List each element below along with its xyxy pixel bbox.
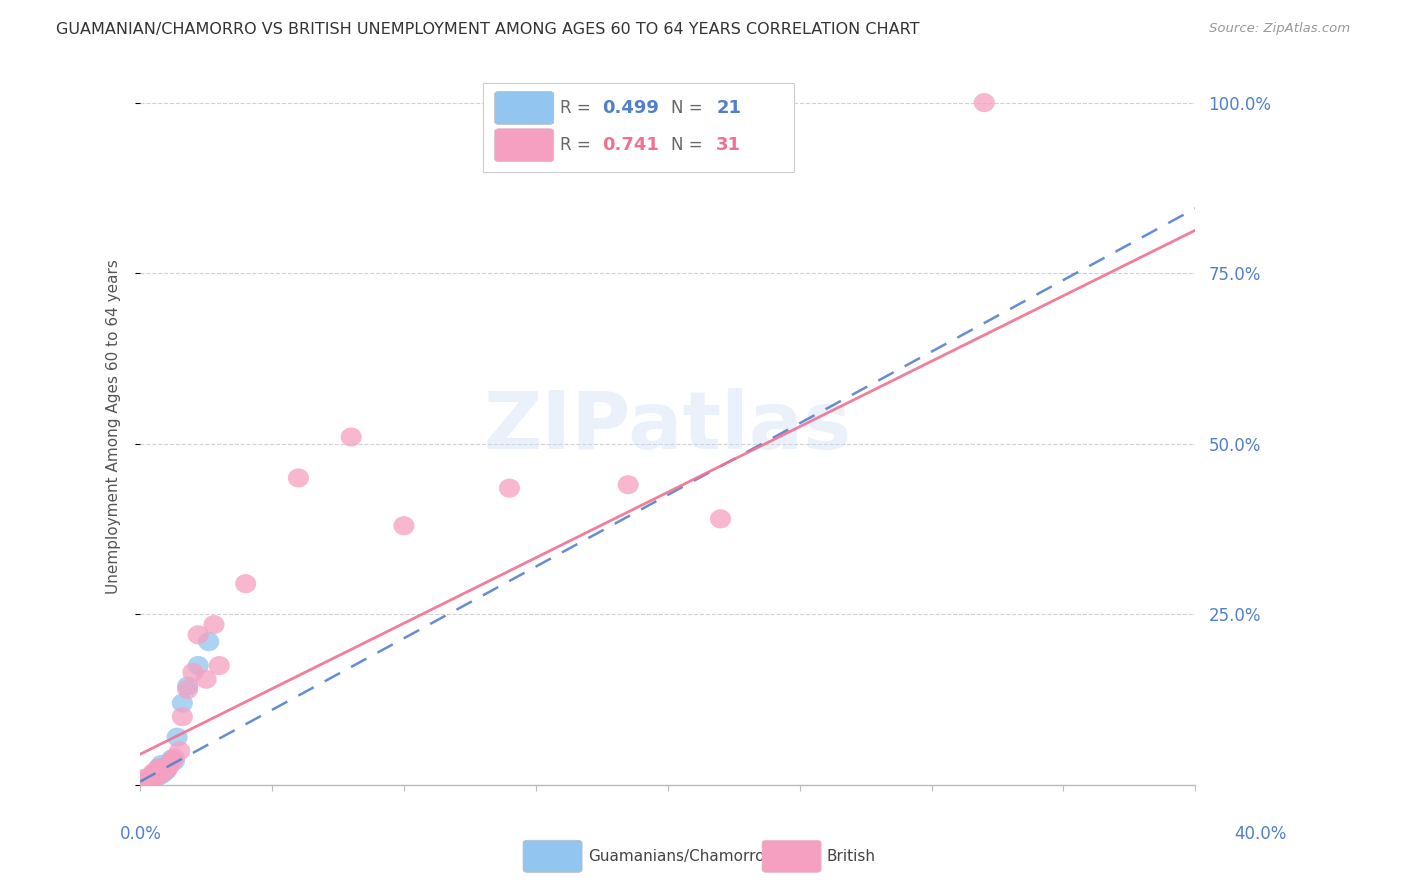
- Ellipse shape: [135, 770, 156, 789]
- Ellipse shape: [143, 767, 165, 787]
- Ellipse shape: [394, 516, 415, 535]
- Text: R =: R =: [560, 136, 596, 154]
- Ellipse shape: [235, 574, 256, 593]
- Ellipse shape: [150, 764, 172, 782]
- Ellipse shape: [288, 468, 309, 487]
- Ellipse shape: [159, 755, 180, 774]
- Text: N =: N =: [671, 99, 707, 117]
- Text: 21: 21: [716, 99, 741, 117]
- FancyBboxPatch shape: [495, 128, 554, 161]
- Ellipse shape: [145, 769, 166, 788]
- Text: 31: 31: [716, 136, 741, 154]
- Y-axis label: Unemployment Among Ages 60 to 64 years: Unemployment Among Ages 60 to 64 years: [107, 260, 121, 594]
- Ellipse shape: [143, 764, 165, 783]
- Ellipse shape: [156, 760, 177, 780]
- Ellipse shape: [138, 770, 159, 789]
- Ellipse shape: [187, 656, 208, 675]
- Ellipse shape: [169, 741, 190, 760]
- Ellipse shape: [143, 764, 165, 782]
- Ellipse shape: [617, 475, 638, 494]
- Ellipse shape: [208, 656, 229, 675]
- Ellipse shape: [162, 752, 183, 771]
- Ellipse shape: [135, 769, 156, 788]
- Ellipse shape: [183, 663, 204, 681]
- Text: 0.0%: 0.0%: [120, 825, 162, 843]
- Ellipse shape: [177, 680, 198, 699]
- Text: 0.741: 0.741: [602, 136, 659, 154]
- FancyBboxPatch shape: [484, 83, 794, 172]
- Ellipse shape: [187, 625, 208, 644]
- Ellipse shape: [145, 764, 166, 782]
- Ellipse shape: [145, 767, 166, 787]
- Text: Guamanians/Chamorros: Guamanians/Chamorros: [588, 849, 772, 863]
- Ellipse shape: [162, 749, 183, 769]
- Text: Source: ZipAtlas.com: Source: ZipAtlas.com: [1209, 22, 1350, 36]
- Ellipse shape: [138, 769, 159, 788]
- Ellipse shape: [165, 748, 186, 767]
- Ellipse shape: [177, 676, 198, 696]
- Ellipse shape: [166, 728, 187, 747]
- Text: ZIPatlas: ZIPatlas: [484, 388, 852, 466]
- Ellipse shape: [172, 707, 193, 726]
- Text: GUAMANIAN/CHAMORRO VS BRITISH UNEMPLOYMENT AMONG AGES 60 TO 64 YEARS CORRELATION: GUAMANIAN/CHAMORRO VS BRITISH UNEMPLOYME…: [56, 22, 920, 37]
- Ellipse shape: [153, 758, 174, 778]
- Ellipse shape: [150, 755, 172, 774]
- Text: 40.0%: 40.0%: [1234, 825, 1286, 843]
- Ellipse shape: [156, 760, 177, 780]
- Ellipse shape: [974, 93, 995, 112]
- Ellipse shape: [143, 769, 165, 788]
- Text: 0.499: 0.499: [602, 99, 659, 117]
- Ellipse shape: [159, 756, 180, 775]
- Ellipse shape: [141, 770, 162, 789]
- Text: N =: N =: [671, 136, 707, 154]
- Ellipse shape: [148, 758, 169, 778]
- Ellipse shape: [172, 693, 193, 713]
- Ellipse shape: [153, 764, 174, 782]
- FancyBboxPatch shape: [495, 92, 554, 124]
- Ellipse shape: [340, 427, 361, 447]
- Text: R =: R =: [560, 99, 596, 117]
- Ellipse shape: [148, 758, 169, 778]
- Ellipse shape: [195, 670, 217, 689]
- Ellipse shape: [150, 765, 172, 784]
- Ellipse shape: [499, 479, 520, 498]
- Ellipse shape: [148, 765, 169, 784]
- Ellipse shape: [145, 762, 166, 780]
- Ellipse shape: [148, 765, 169, 784]
- Text: British: British: [827, 849, 876, 863]
- Ellipse shape: [710, 509, 731, 528]
- Ellipse shape: [141, 767, 162, 787]
- Ellipse shape: [198, 632, 219, 651]
- Ellipse shape: [165, 752, 186, 771]
- Ellipse shape: [204, 615, 225, 634]
